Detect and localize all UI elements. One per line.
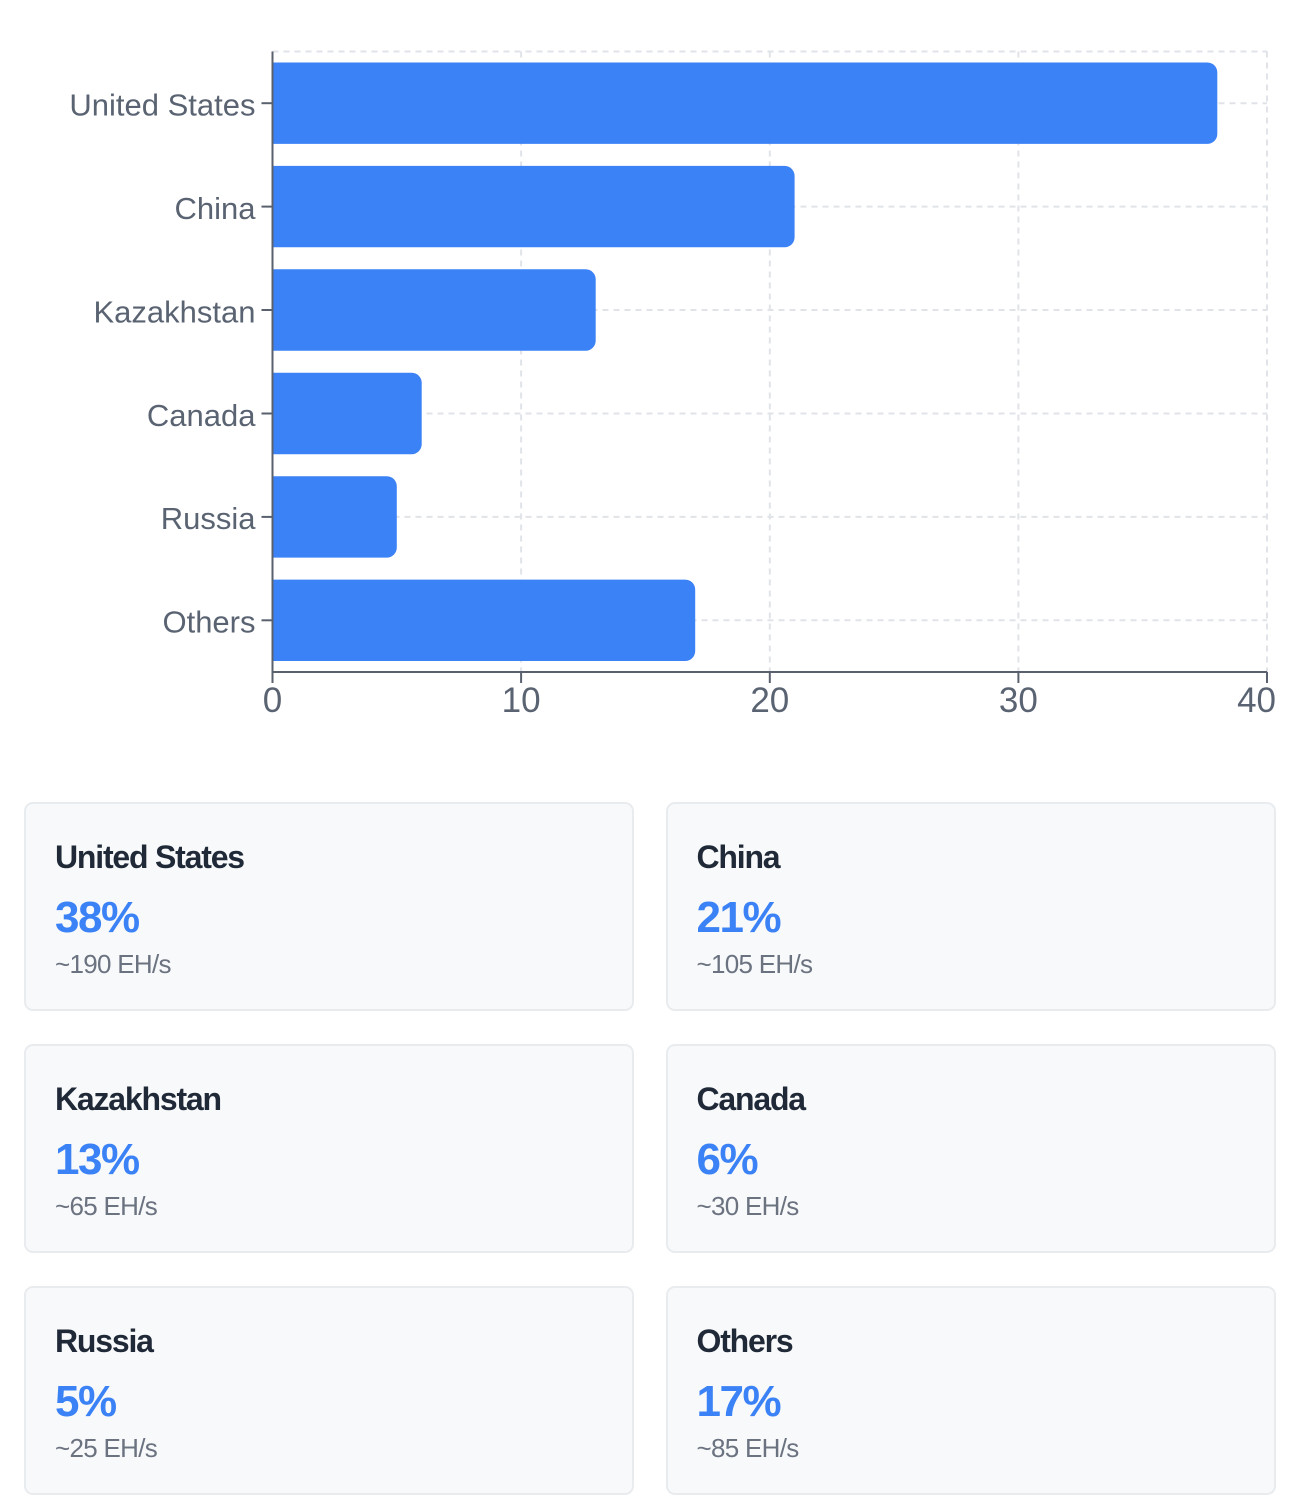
svg-text:Russia: Russia [161, 501, 257, 536]
svg-text:China: China [175, 191, 257, 226]
svg-text:40: 40 [1237, 681, 1276, 720]
svg-text:Kazakhstan: Kazakhstan [94, 294, 256, 329]
svg-text:0: 0 [263, 681, 282, 720]
svg-text:30: 30 [999, 681, 1038, 720]
svg-text:United States: United States [69, 88, 255, 123]
svg-text:10: 10 [502, 681, 541, 720]
svg-text:Canada: Canada [147, 398, 256, 433]
svg-text:20: 20 [750, 681, 789, 720]
svg-text:Others: Others [162, 605, 255, 640]
